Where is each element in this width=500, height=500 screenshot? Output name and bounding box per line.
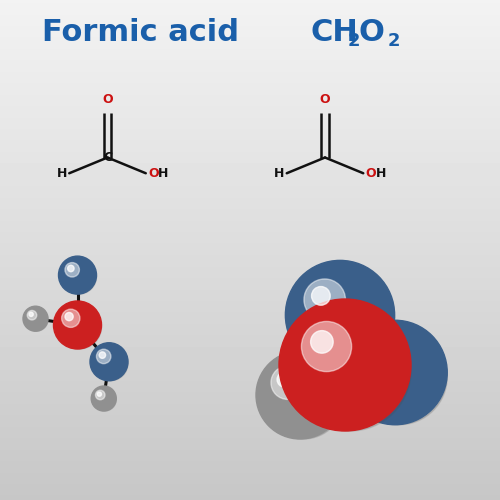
Circle shape	[62, 259, 96, 294]
Circle shape	[23, 306, 48, 331]
Circle shape	[90, 343, 128, 381]
Circle shape	[302, 322, 352, 372]
Text: H: H	[376, 166, 386, 179]
Circle shape	[97, 392, 102, 396]
Circle shape	[58, 305, 102, 349]
Circle shape	[25, 308, 48, 331]
Circle shape	[263, 358, 344, 439]
Text: O: O	[359, 18, 385, 47]
Text: 2: 2	[348, 32, 360, 50]
Circle shape	[290, 310, 411, 431]
Circle shape	[256, 351, 344, 439]
Text: CH: CH	[310, 18, 358, 47]
Circle shape	[27, 310, 37, 320]
Circle shape	[65, 262, 80, 277]
Text: H: H	[56, 166, 67, 179]
Circle shape	[93, 388, 116, 411]
Text: 2: 2	[388, 32, 400, 50]
Circle shape	[62, 309, 80, 328]
Text: O: O	[366, 166, 376, 179]
Circle shape	[294, 269, 394, 370]
Circle shape	[96, 349, 111, 364]
Circle shape	[29, 312, 34, 316]
Text: O: O	[148, 166, 158, 179]
Circle shape	[68, 265, 74, 272]
Text: Formic acid: Formic acid	[42, 18, 238, 47]
Circle shape	[360, 338, 400, 378]
Circle shape	[65, 312, 73, 320]
Circle shape	[304, 279, 346, 320]
Text: C: C	[103, 151, 112, 164]
Circle shape	[312, 286, 330, 305]
Circle shape	[310, 330, 333, 353]
Circle shape	[99, 352, 105, 358]
Text: H: H	[274, 166, 284, 179]
Text: O: O	[102, 93, 113, 106]
Circle shape	[286, 260, 395, 370]
Text: O: O	[320, 93, 330, 106]
Circle shape	[277, 372, 292, 387]
Circle shape	[351, 328, 448, 425]
Circle shape	[91, 386, 116, 411]
Circle shape	[342, 320, 448, 425]
Circle shape	[93, 346, 128, 381]
Circle shape	[58, 256, 96, 294]
Circle shape	[368, 346, 386, 363]
Circle shape	[54, 301, 102, 349]
Circle shape	[279, 299, 411, 431]
Text: H: H	[158, 166, 168, 179]
Circle shape	[96, 390, 105, 400]
Circle shape	[271, 366, 304, 400]
